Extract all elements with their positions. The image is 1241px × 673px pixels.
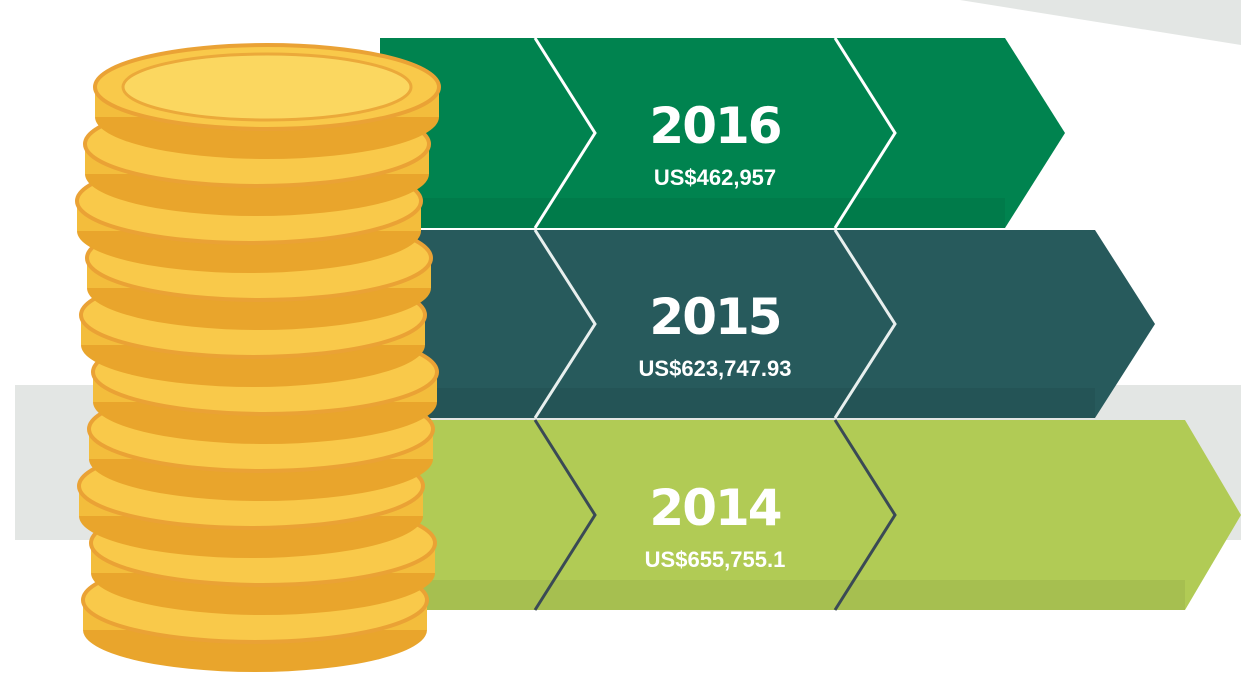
band-shade (380, 198, 1005, 228)
amount: US$655,755.1 (645, 547, 786, 572)
arrows: 2016 US$462,957 2015 US$623,747.93 2014 US$65… (380, 38, 1241, 610)
page: 2016 US$462,957 2015 US$623,747.93 2014 US$65… (0, 0, 1241, 673)
coin-face (123, 54, 411, 120)
year: 2014 (649, 479, 780, 537)
year: 2016 (649, 97, 780, 155)
coin-stack (77, 45, 439, 672)
year: 2015 (649, 288, 780, 346)
amount: US$462,957 (654, 165, 776, 190)
infographic: 2016 US$462,957 2015 US$623,747.93 2014 US$65… (0, 0, 1241, 673)
band-shade (380, 580, 1185, 610)
amount: US$623,747.93 (639, 356, 792, 381)
band-shade (380, 388, 1095, 418)
